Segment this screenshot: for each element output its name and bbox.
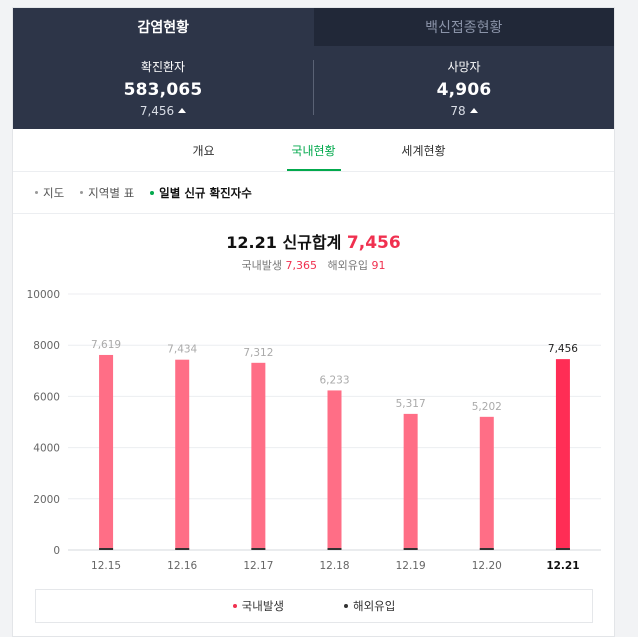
bar-domestic [403, 413, 418, 550]
bar-overseas [251, 548, 266, 550]
subtab-overview[interactable]: 개요 [192, 143, 215, 158]
y-tick-label: 6000 [33, 391, 60, 403]
filter-map[interactable]: 지도 [35, 185, 64, 201]
stat-confirmed-delta: 7,456 [139, 103, 187, 118]
bar-domestic [99, 354, 114, 550]
subline-overseas-value: 91 [371, 259, 386, 272]
filter-region-table-label: 지역별 표 [88, 185, 135, 200]
legend-overseas-dot [344, 604, 348, 608]
subline-domestic-value: 7,365 [285, 259, 318, 272]
filter-region-table[interactable]: 지역별 표 [80, 185, 134, 201]
view-filters: 지도 지역별 표 일별 신규 확진자수 [13, 172, 614, 214]
bar-overseas [403, 548, 418, 550]
bar-overseas [175, 548, 190, 550]
bar-domestic [175, 359, 190, 550]
stat-deaths-delta: 78 [450, 103, 478, 118]
headline-prefix: 12.21 신규합계 [226, 233, 342, 252]
filter-daily-new-cases[interactable]: 일별 신규 확진자수 [150, 185, 252, 201]
bar-domestic [327, 390, 342, 550]
bar-value-label: 7,456 [548, 343, 578, 355]
stat-deaths-value: 4,906 [436, 79, 492, 100]
stat-deaths-label: 사망자 [447, 59, 481, 74]
bar-value-label: 6,233 [319, 374, 349, 386]
legend-domestic-label: 국내발생 [241, 599, 284, 613]
bar-overseas [555, 548, 570, 550]
x-tick-label: 12.21 [546, 560, 579, 572]
bar-overseas [479, 548, 494, 550]
stat-confirmed-label: 확진환자 [140, 59, 186, 74]
chart-headline: 12.21 신규합계 7,456 [13, 229, 614, 253]
bullet-icon [35, 191, 38, 194]
y-tick-label: 8000 [33, 340, 60, 352]
stat-confirmed-value: 583,065 [123, 79, 203, 100]
bar-overseas [99, 548, 114, 550]
bar-value-label: 7,312 [243, 347, 273, 359]
y-tick-label: 10000 [27, 289, 60, 301]
stat-deaths: 사망자 4,906 78 [314, 46, 614, 129]
bar-overseas [327, 548, 342, 550]
legend-domestic[interactable]: 국내발생 [232, 598, 284, 614]
bar-domestic [555, 359, 570, 550]
legend-domestic-dot [232, 604, 237, 608]
stat-divider [313, 60, 314, 115]
filter-daily-new-cases-label: 일별 신규 확진자수 [159, 185, 252, 200]
triangle-up-icon [469, 108, 478, 113]
filter-map-label: 지도 [43, 185, 65, 200]
triangle-up-icon [178, 108, 187, 113]
x-tick-label: 12.20 [472, 560, 502, 572]
bar-domestic [251, 362, 266, 550]
subline-overseas-label: 해외유입 [327, 259, 368, 272]
x-tick-label: 12.15 [91, 560, 121, 572]
stat-deaths-delta-value: 78 [450, 103, 466, 118]
headline-total: 7,456 [346, 233, 401, 253]
tab-vaccination-status[interactable]: 백신접종현황 [313, 8, 614, 46]
sub-tabs: 개요 국내현황 세계현황 [13, 129, 614, 172]
x-tick-label: 12.19 [396, 560, 426, 572]
legend-overseas[interactable]: 해외유입 [344, 598, 395, 614]
x-tick-label: 12.16 [167, 560, 197, 572]
subtab-world[interactable]: 세계현황 [401, 143, 446, 158]
bar-value-label: 7,619 [91, 339, 121, 351]
summary-stats: 확진환자 583,065 7,456 사망자 4,906 78 [13, 46, 614, 129]
subline-domestic-label: 국내발생 [241, 259, 282, 272]
legend-overseas-label: 해외유입 [353, 599, 396, 613]
chart-subline: 국내발생 7,365 해외유입 91 [13, 257, 614, 273]
daily-cases-bar-chart: 0 2000 4000 6000 8000 10000 7,619 12.15 7,434 12.… [27, 289, 601, 572]
bullet-icon [150, 190, 155, 195]
y-tick-label: 2000 [33, 494, 60, 506]
covid-status-card: 감염현황 백신접종현황 확진환자 583,065 7,456 사망자 4,906… [12, 7, 615, 637]
subtab-domestic[interactable]: 국내현황 [259, 129, 369, 171]
chart-legend: 국내발생 해외유입 [35, 589, 593, 623]
stat-confirmed-delta-value: 7,456 [139, 103, 175, 118]
y-tick-label: 0 [53, 545, 60, 557]
top-tabs: 감염현황 백신접종현황 [13, 8, 614, 46]
x-tick-label: 12.18 [319, 560, 349, 572]
bar-domestic [479, 416, 494, 550]
x-tick-label: 12.17 [243, 560, 273, 572]
bar-value-label: 5,202 [472, 401, 502, 413]
bar-value-label: 5,317 [396, 398, 426, 410]
bar-value-label: 7,434 [167, 344, 197, 356]
y-tick-label: 4000 [33, 443, 60, 455]
bullet-icon [80, 191, 84, 194]
stat-confirmed: 확진환자 583,065 7,456 [13, 46, 313, 129]
tab-infection-status[interactable]: 감염현황 [13, 8, 314, 46]
